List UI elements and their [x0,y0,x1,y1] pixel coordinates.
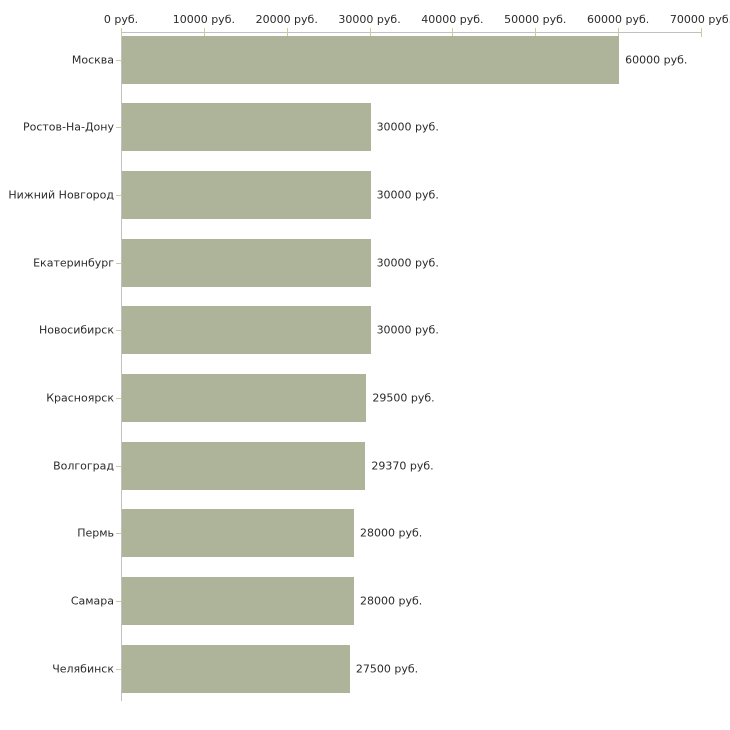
y-axis-tick [116,601,121,603]
x-axis-tick-label: 0 руб. [103,13,139,26]
y-axis-tick [116,465,121,467]
x-axis-tick-label: 20000 руб. [255,13,318,26]
category-label: Челябинск [52,662,114,676]
value-label: 60000 руб. [625,53,688,66]
category-label: Новосибирск [38,323,114,337]
value-label: 30000 руб. [376,120,439,134]
x-axis-tick-label: 40000 руб. [421,13,484,26]
category-label: Самара [70,594,114,608]
value-label: 30000 руб. [376,188,439,202]
x-axis-tick [452,28,454,37]
value-label: 28000 руб. [360,594,423,608]
value-label: 29370 руб. [371,459,434,473]
bar-Челябинск [122,644,350,693]
x-axis-tick-label: 10000 руб. [172,13,235,26]
y-axis-tick [116,262,121,264]
x-axis-tick-label: 60000 руб. [587,13,650,26]
y-axis-tick [116,533,121,535]
y-axis-tick [116,398,121,399]
bar-Новосибирск [122,306,371,355]
x-axis-tick [618,28,620,37]
x-axis-line [121,32,701,33]
bar-Волгоград [122,441,366,490]
x-axis-tick [121,28,122,37]
x-axis-tick [203,28,205,37]
category-label: Волгоград [53,459,114,473]
bar-Нижний Новгород [122,170,371,219]
x-axis-tick [286,28,288,37]
x-axis-tick-label: 70000 руб. [669,13,730,26]
value-label: 28000 руб. [360,526,423,540]
value-label: 29500 руб. [372,391,435,405]
bar-Москва [122,35,620,84]
value-label: 30000 руб. [376,256,439,270]
y-axis-tick [116,194,121,196]
bar-Красноярск [122,374,367,422]
bar-Екатеринбург [122,238,371,287]
x-axis-tick [535,28,537,37]
category-label: Нижний Новгород [8,188,114,202]
y-axis-tick [116,127,121,129]
category-label: Ростов-На-Дону [22,120,114,134]
bar-Ростов-На-Дону [122,103,371,152]
value-label: 30000 руб. [376,323,439,337]
value-label: 27500 руб. [355,662,419,676]
category-label: Москва [71,53,114,66]
y-axis-tick [116,330,121,332]
y-axis-line [121,32,122,701]
x-axis-tick-label: 30000 руб. [338,13,401,26]
x-axis-tick [369,28,371,37]
x-axis-tick [701,28,702,37]
bar-Самара [122,577,354,626]
bar-Пермь [122,509,354,558]
category-label: Пермь [77,526,114,540]
y-axis-tick [116,59,121,61]
x-axis-tick-label: 50000 руб. [504,13,567,26]
category-label: Екатеринбург [33,256,114,270]
category-label: Красноярск [46,391,114,405]
y-axis-tick [116,668,121,670]
